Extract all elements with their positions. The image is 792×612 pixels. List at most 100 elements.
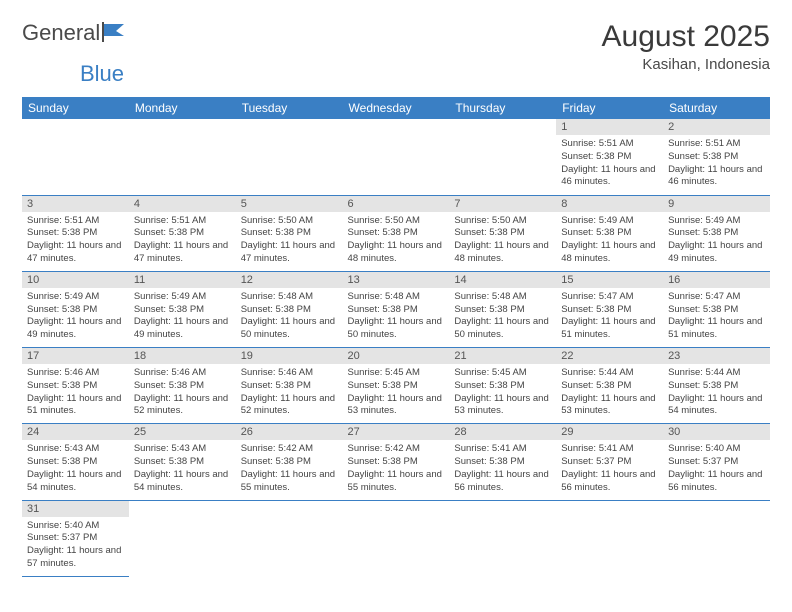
day-details: Sunrise: 5:48 AMSunset: 5:38 PMDaylight:… (343, 288, 450, 347)
day-details: Sunrise: 5:49 AMSunset: 5:38 PMDaylight:… (22, 288, 129, 347)
daylight-line: Daylight: 11 hours and 57 minutes. (27, 545, 124, 571)
day-number: 12 (236, 272, 343, 288)
calendar-day-cell: 15Sunrise: 5:47 AMSunset: 5:38 PMDayligh… (556, 271, 663, 347)
calendar-day-cell (663, 500, 770, 576)
calendar-day-cell: 9Sunrise: 5:49 AMSunset: 5:38 PMDaylight… (663, 195, 770, 271)
day-number: 27 (343, 424, 450, 440)
day-details: Sunrise: 5:45 AMSunset: 5:38 PMDaylight:… (449, 364, 556, 423)
calendar-day-cell: 29Sunrise: 5:41 AMSunset: 5:37 PMDayligh… (556, 424, 663, 500)
day-details: Sunrise: 5:42 AMSunset: 5:38 PMDaylight:… (236, 440, 343, 499)
sunrise-line: Sunrise: 5:50 AM (454, 215, 551, 228)
sunrise-line: Sunrise: 5:46 AM (27, 367, 124, 380)
daylight-line: Daylight: 11 hours and 49 minutes. (668, 240, 765, 266)
day-number: 7 (449, 196, 556, 212)
weekday-header-row: Sunday Monday Tuesday Wednesday Thursday… (22, 97, 770, 119)
sunrise-line: Sunrise: 5:49 AM (134, 291, 231, 304)
sunset-line: Sunset: 5:38 PM (134, 304, 231, 317)
calendar-table: Sunday Monday Tuesday Wednesday Thursday… (22, 97, 770, 577)
sunset-line: Sunset: 5:38 PM (668, 151, 765, 164)
day-number: 25 (129, 424, 236, 440)
daylight-line: Daylight: 11 hours and 49 minutes. (134, 316, 231, 342)
sunset-line: Sunset: 5:38 PM (134, 380, 231, 393)
daylight-line: Daylight: 11 hours and 56 minutes. (561, 469, 658, 495)
calendar-day-cell: 17Sunrise: 5:46 AMSunset: 5:38 PMDayligh… (22, 348, 129, 424)
calendar-day-cell: 20Sunrise: 5:45 AMSunset: 5:38 PMDayligh… (343, 348, 450, 424)
calendar-day-cell (343, 500, 450, 576)
logo-flag-icon (102, 22, 130, 45)
calendar-day-cell: 13Sunrise: 5:48 AMSunset: 5:38 PMDayligh… (343, 271, 450, 347)
sunrise-line: Sunrise: 5:48 AM (454, 291, 551, 304)
day-details: Sunrise: 5:40 AMSunset: 5:37 PMDaylight:… (663, 440, 770, 499)
calendar-day-cell: 8Sunrise: 5:49 AMSunset: 5:38 PMDaylight… (556, 195, 663, 271)
calendar-day-cell: 30Sunrise: 5:40 AMSunset: 5:37 PMDayligh… (663, 424, 770, 500)
sunset-line: Sunset: 5:38 PM (454, 227, 551, 240)
daylight-line: Daylight: 11 hours and 56 minutes. (668, 469, 765, 495)
weekday-header: Thursday (449, 97, 556, 119)
calendar-day-cell: 28Sunrise: 5:41 AMSunset: 5:38 PMDayligh… (449, 424, 556, 500)
calendar-day-cell (236, 119, 343, 195)
sunrise-line: Sunrise: 5:46 AM (241, 367, 338, 380)
calendar-day-cell (556, 500, 663, 576)
calendar-day-cell: 24Sunrise: 5:43 AMSunset: 5:38 PMDayligh… (22, 424, 129, 500)
sunrise-line: Sunrise: 5:51 AM (561, 138, 658, 151)
day-number: 31 (22, 501, 129, 517)
calendar-day-cell: 26Sunrise: 5:42 AMSunset: 5:38 PMDayligh… (236, 424, 343, 500)
calendar-week-row: 24Sunrise: 5:43 AMSunset: 5:38 PMDayligh… (22, 424, 770, 500)
calendar-week-row: 3Sunrise: 5:51 AMSunset: 5:38 PMDaylight… (22, 195, 770, 271)
daylight-line: Daylight: 11 hours and 55 minutes. (241, 469, 338, 495)
day-number: 26 (236, 424, 343, 440)
calendar-day-cell: 14Sunrise: 5:48 AMSunset: 5:38 PMDayligh… (449, 271, 556, 347)
weekday-header: Friday (556, 97, 663, 119)
day-number: 23 (663, 348, 770, 364)
sunset-line: Sunset: 5:38 PM (134, 227, 231, 240)
daylight-line: Daylight: 11 hours and 52 minutes. (241, 393, 338, 419)
calendar-day-cell: 3Sunrise: 5:51 AMSunset: 5:38 PMDaylight… (22, 195, 129, 271)
sunset-line: Sunset: 5:38 PM (561, 380, 658, 393)
sunrise-line: Sunrise: 5:48 AM (348, 291, 445, 304)
daylight-line: Daylight: 11 hours and 53 minutes. (454, 393, 551, 419)
sunset-line: Sunset: 5:38 PM (27, 456, 124, 469)
sunrise-line: Sunrise: 5:41 AM (561, 443, 658, 456)
daylight-line: Daylight: 11 hours and 51 minutes. (561, 316, 658, 342)
day-details: Sunrise: 5:43 AMSunset: 5:38 PMDaylight:… (129, 440, 236, 499)
daylight-line: Daylight: 11 hours and 56 minutes. (454, 469, 551, 495)
day-details: Sunrise: 5:46 AMSunset: 5:38 PMDaylight:… (129, 364, 236, 423)
day-number: 30 (663, 424, 770, 440)
calendar-day-cell (129, 119, 236, 195)
sunrise-line: Sunrise: 5:45 AM (348, 367, 445, 380)
day-details: Sunrise: 5:50 AMSunset: 5:38 PMDaylight:… (449, 212, 556, 271)
daylight-line: Daylight: 11 hours and 50 minutes. (454, 316, 551, 342)
calendar-day-cell (449, 500, 556, 576)
day-number: 17 (22, 348, 129, 364)
sunset-line: Sunset: 5:38 PM (454, 380, 551, 393)
month-title: August 2025 (602, 20, 770, 54)
calendar-day-cell: 27Sunrise: 5:42 AMSunset: 5:38 PMDayligh… (343, 424, 450, 500)
day-number: 11 (129, 272, 236, 288)
day-number: 24 (22, 424, 129, 440)
day-number: 1 (556, 119, 663, 135)
calendar-week-row: 10Sunrise: 5:49 AMSunset: 5:38 PMDayligh… (22, 271, 770, 347)
day-details: Sunrise: 5:48 AMSunset: 5:38 PMDaylight:… (449, 288, 556, 347)
sunrise-line: Sunrise: 5:40 AM (668, 443, 765, 456)
sunrise-line: Sunrise: 5:49 AM (561, 215, 658, 228)
day-details: Sunrise: 5:51 AMSunset: 5:38 PMDaylight:… (129, 212, 236, 271)
calendar-day-cell: 10Sunrise: 5:49 AMSunset: 5:38 PMDayligh… (22, 271, 129, 347)
daylight-line: Daylight: 11 hours and 49 minutes. (27, 316, 124, 342)
weekday-header: Wednesday (343, 97, 450, 119)
sunrise-line: Sunrise: 5:47 AM (561, 291, 658, 304)
day-details: Sunrise: 5:43 AMSunset: 5:38 PMDaylight:… (22, 440, 129, 499)
calendar-day-cell: 19Sunrise: 5:46 AMSunset: 5:38 PMDayligh… (236, 348, 343, 424)
day-number: 18 (129, 348, 236, 364)
daylight-line: Daylight: 11 hours and 54 minutes. (27, 469, 124, 495)
day-number: 10 (22, 272, 129, 288)
sunrise-line: Sunrise: 5:51 AM (668, 138, 765, 151)
sunset-line: Sunset: 5:38 PM (454, 304, 551, 317)
day-details: Sunrise: 5:48 AMSunset: 5:38 PMDaylight:… (236, 288, 343, 347)
sunset-line: Sunset: 5:38 PM (241, 227, 338, 240)
sunset-line: Sunset: 5:38 PM (241, 380, 338, 393)
daylight-line: Daylight: 11 hours and 48 minutes. (348, 240, 445, 266)
sunrise-line: Sunrise: 5:47 AM (668, 291, 765, 304)
weekday-header: Saturday (663, 97, 770, 119)
day-number: 15 (556, 272, 663, 288)
day-details: Sunrise: 5:49 AMSunset: 5:38 PMDaylight:… (129, 288, 236, 347)
